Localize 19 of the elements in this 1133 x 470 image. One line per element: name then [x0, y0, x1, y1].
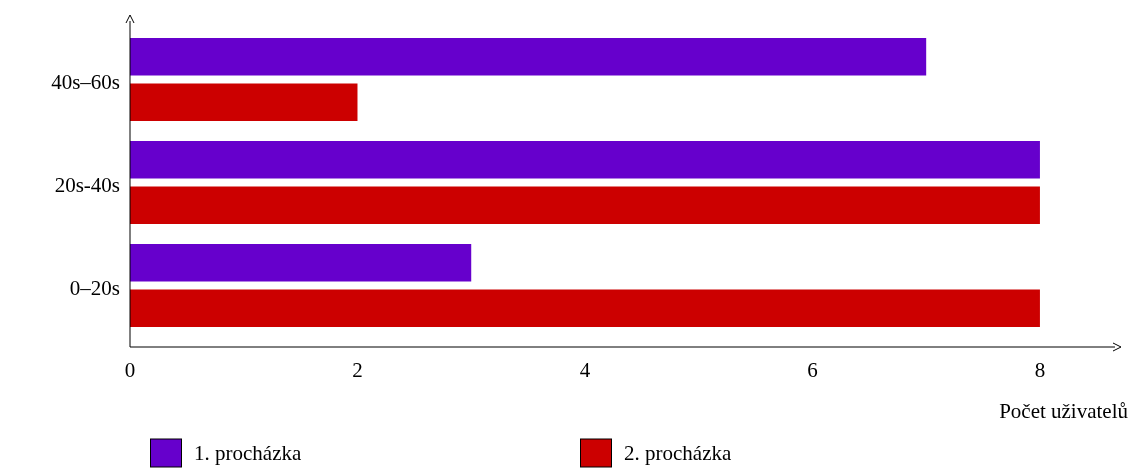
bar — [130, 141, 1040, 179]
legend-entry: 1. procházka — [150, 438, 302, 468]
y-tick-label: 20s-40s — [54, 172, 120, 197]
x-tick-label: 4 — [579, 358, 591, 382]
legend-entry: 2. procházka — [580, 438, 732, 468]
legend-label: 2. procházka — [624, 441, 732, 465]
bar — [130, 244, 472, 282]
x-tick-label: 2 — [352, 358, 363, 382]
x-tick-label: 6 — [807, 358, 818, 382]
x-tick-label: 0 — [124, 358, 136, 382]
bar — [130, 83, 358, 121]
x-axis-title: Počet uživatelů — [999, 399, 1129, 423]
y-tick-label: 40s–60s — [51, 69, 120, 94]
bar — [130, 289, 1040, 327]
bar — [130, 38, 927, 76]
y-tick-label: 0–20s — [69, 275, 120, 300]
bar — [130, 186, 1040, 224]
x-tick-label: 8 — [1034, 358, 1046, 382]
legend-label: 1. procházka — [194, 441, 302, 465]
